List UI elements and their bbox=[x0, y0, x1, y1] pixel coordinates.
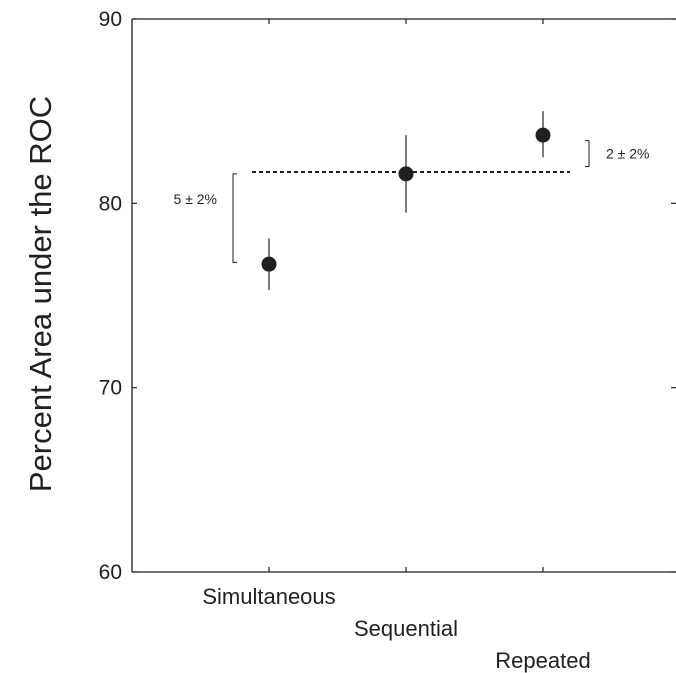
x-tick-label-simultaneous: Simultaneous bbox=[202, 584, 335, 609]
x-tick-label-sequential: Sequential bbox=[354, 616, 458, 641]
point-simultaneous bbox=[261, 256, 277, 272]
x-ticks: Simultaneous Sequential Repeated bbox=[202, 19, 591, 673]
annotation-right: 2 ± 2% bbox=[606, 146, 649, 162]
bracket-right bbox=[585, 140, 590, 167]
y-tick-label-60: 60 bbox=[99, 561, 122, 584]
point-repeated bbox=[535, 127, 551, 143]
annotation-left: 5 ± 2% bbox=[174, 191, 217, 207]
y-axis-title: Percent Area under the ROC bbox=[23, 96, 58, 492]
x-tick-label-repeated: Repeated bbox=[495, 648, 590, 673]
y-tick-label-70: 70 bbox=[99, 377, 122, 400]
plot-frame bbox=[131, 18, 676, 573]
bracket-left bbox=[232, 173, 237, 263]
y-tick-label-80: 80 bbox=[99, 192, 122, 215]
y-ticks: 60 70 80 90 bbox=[99, 8, 676, 584]
data-points bbox=[261, 111, 551, 290]
y-tick-label-90: 90 bbox=[99, 8, 122, 31]
point-sequential bbox=[398, 166, 414, 182]
annotations: 5 ± 2% 2 ± 2% bbox=[174, 140, 649, 263]
